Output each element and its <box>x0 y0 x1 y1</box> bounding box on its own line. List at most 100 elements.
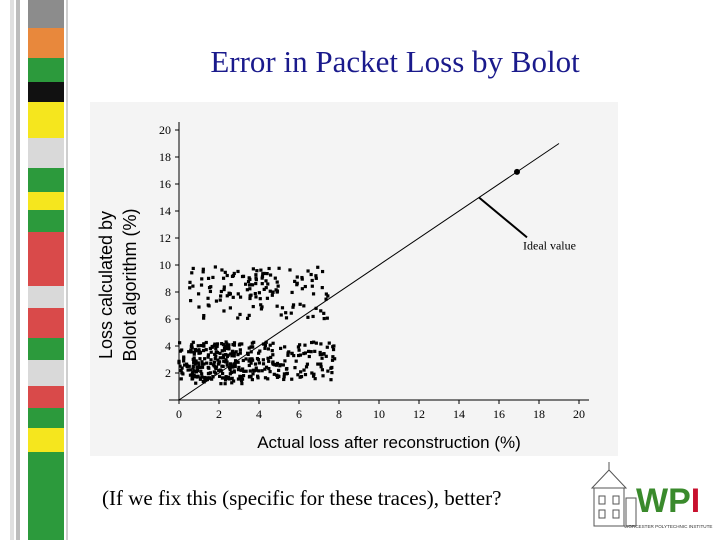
y-tick-label: 18 <box>159 150 171 164</box>
scatter-point <box>303 372 308 377</box>
scatter-point <box>325 345 329 349</box>
scatter-point <box>213 342 217 346</box>
y-tick-label: 8 <box>165 285 171 299</box>
scatter-point <box>236 360 240 364</box>
scatter-point <box>230 354 234 358</box>
scatter-point <box>228 292 232 296</box>
scatter-point <box>319 362 323 366</box>
building-icon <box>590 462 637 527</box>
scatter-point <box>265 271 269 276</box>
scatter-point <box>213 365 217 369</box>
scatter-point <box>325 316 329 320</box>
scatter-point <box>254 281 258 286</box>
scatter-point <box>177 361 181 365</box>
scatter-point <box>232 351 236 356</box>
wpi-logo-text: WPI <box>636 482 700 520</box>
scatter-point <box>225 342 229 346</box>
scatter-point <box>310 371 314 375</box>
scatter-point <box>329 378 333 382</box>
scatter-point <box>263 367 267 371</box>
scatter-point <box>229 283 233 287</box>
scatter-point <box>261 342 266 346</box>
scatter-point <box>227 377 231 381</box>
scatter-point <box>278 363 282 367</box>
scatter-point <box>271 341 275 345</box>
scatter-point <box>285 366 289 371</box>
scatter-point <box>196 361 200 365</box>
scatter-point <box>320 368 325 372</box>
scatter-point <box>282 375 286 379</box>
scatter-point <box>188 286 192 290</box>
scatter-point <box>249 345 253 349</box>
x-tick-label: 2 <box>216 407 222 421</box>
scatter-point <box>245 316 250 320</box>
scatter-point <box>222 348 227 352</box>
scatter-point <box>194 381 198 385</box>
scatter-point <box>225 354 229 359</box>
scatter-point <box>203 375 207 380</box>
scatter-point <box>311 374 316 378</box>
scatter-point <box>324 292 328 296</box>
scatter-point <box>216 358 220 362</box>
scatter-point <box>310 284 314 288</box>
scatter-point <box>268 273 273 277</box>
bar-block-9 <box>28 232 64 262</box>
scatter-point <box>247 359 251 363</box>
scatter-point <box>263 376 268 380</box>
scatter-point <box>298 353 303 357</box>
scatter-point <box>279 313 283 317</box>
scatter-point <box>260 305 264 309</box>
scatter-point <box>202 380 206 384</box>
scatter-point <box>258 297 262 301</box>
scatter-point <box>293 279 297 284</box>
scatter-point <box>331 355 335 359</box>
scatter-point <box>190 372 194 376</box>
scatter-point <box>302 368 306 372</box>
scatter-point <box>185 364 189 369</box>
scatter-point <box>245 288 249 292</box>
scatter-point <box>332 344 336 348</box>
scatter-point <box>256 374 260 378</box>
scatter-point <box>319 309 323 313</box>
scatter-point <box>236 292 240 296</box>
scatter-point <box>267 366 271 371</box>
scatter-point <box>231 365 236 369</box>
scatter-point <box>194 359 198 363</box>
wpi-logo: WPI WORCESTER POLYTECHNIC INSTITUTE <box>590 462 712 529</box>
scatter-point <box>296 353 301 358</box>
scatter-point <box>224 358 228 362</box>
scatter-point <box>191 284 195 288</box>
y-ticks: 2 4 6 8 10 12 14 16 18 20 <box>159 123 179 380</box>
y-tick-label: 20 <box>159 123 171 137</box>
x-tick-label: 10 <box>373 407 385 421</box>
scatter-point <box>275 361 280 366</box>
scatter-point <box>316 362 320 366</box>
scatter-point <box>318 352 322 357</box>
scatter-chart: 0 2 4 6 8 10 12 14 16 18 20 2 4 6 8 10 12 14 16 18 20 Ideal… <box>90 102 618 456</box>
scatter-point <box>239 378 244 383</box>
scatter-point <box>177 341 182 345</box>
scatter-point <box>295 275 299 279</box>
scatter-point <box>231 295 235 299</box>
scatter-point <box>314 341 318 345</box>
scatter-point <box>222 346 227 351</box>
scatter-point <box>237 365 241 370</box>
scatter-point <box>238 374 242 378</box>
scatter-point <box>309 340 314 345</box>
scatter-point <box>260 274 265 278</box>
scatter-point <box>293 366 297 370</box>
x-tick-label: 16 <box>493 407 505 421</box>
scatter-point <box>254 276 258 280</box>
scatter-point <box>318 350 322 355</box>
scatter-point <box>191 340 195 344</box>
scatter-point <box>266 282 270 286</box>
scatter-point <box>209 361 213 366</box>
scatter-point <box>320 356 324 360</box>
scatter-point <box>190 343 194 347</box>
scatter-point <box>306 269 310 273</box>
scatter-point <box>257 369 261 373</box>
scatter-point <box>248 277 252 281</box>
scatter-point <box>316 265 320 269</box>
scatter-point <box>229 352 233 356</box>
scatter-point <box>211 275 215 280</box>
